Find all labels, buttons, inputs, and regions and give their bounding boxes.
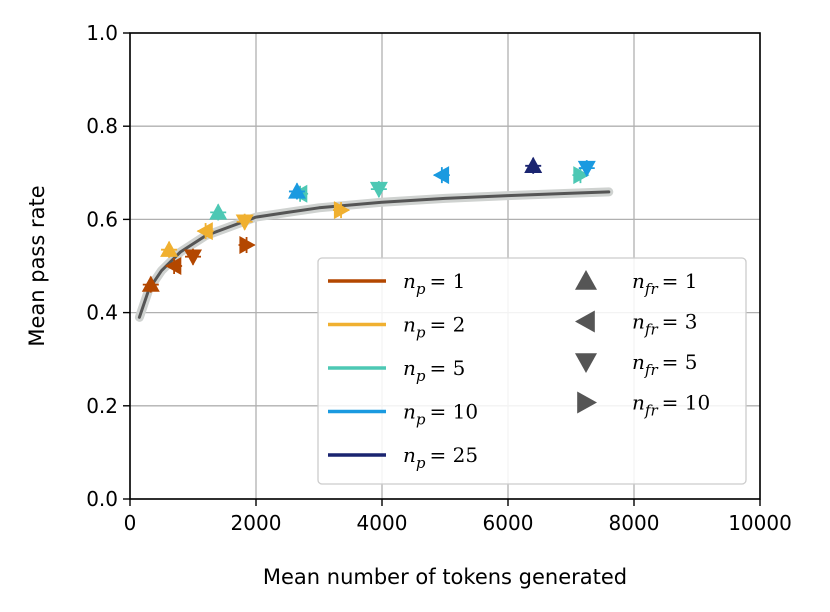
point-marker — [196, 222, 213, 241]
point-marker — [577, 160, 596, 178]
point-marker — [235, 214, 254, 231]
legend-label: np = 25 — [403, 443, 478, 472]
fit-curve — [137, 190, 611, 319]
data-point — [369, 181, 388, 199]
legend-label: np = 1 — [403, 269, 465, 298]
point-marker — [524, 156, 543, 173]
data-point — [432, 166, 450, 185]
data-point — [184, 248, 202, 266]
legend-label: np = 5 — [403, 356, 465, 385]
point-marker — [184, 249, 202, 266]
data-point — [238, 236, 256, 254]
x-tick-label: 6000 — [483, 511, 534, 535]
data-point — [165, 257, 183, 275]
x-tick-label: 8000 — [609, 511, 660, 535]
x-tick-label: 4000 — [357, 511, 408, 535]
point-marker — [369, 181, 388, 199]
point-marker — [165, 257, 182, 275]
y-tick-label: 0.8 — [86, 114, 118, 138]
legend-marker-label: nfr = 10 — [632, 391, 710, 420]
y-tick-label: 0.2 — [86, 394, 118, 418]
point-marker — [432, 166, 450, 185]
legend-marker-label: nfr = 3 — [632, 310, 697, 339]
legend-marker — [577, 391, 597, 414]
point-marker — [239, 236, 256, 254]
fit-curve-group — [134, 187, 614, 322]
x-axis-label: Mean number of tokens generated — [263, 565, 627, 589]
point-marker — [288, 182, 306, 199]
legend-marker-label: nfr = 1 — [632, 269, 697, 298]
legend-marker — [575, 310, 595, 333]
legend: np = 1 np = 2 np = 5 np = 10 np = 25 nfr = 1 nfr = 3 n… — [317, 257, 747, 485]
y-axis-label: Mean pass rate — [25, 185, 49, 346]
y-tick-label: 1.0 — [86, 21, 118, 45]
y-tick-label: 0.0 — [86, 487, 118, 511]
data-point — [288, 182, 306, 200]
data-point — [209, 203, 228, 221]
legend-box — [317, 257, 747, 485]
x-tick-label: 2000 — [231, 511, 282, 535]
point-marker — [209, 203, 228, 220]
point-marker — [141, 275, 160, 292]
x-tick-label: 10000 — [728, 511, 792, 535]
plot-frame — [129, 32, 761, 500]
data-point — [141, 275, 160, 293]
data-point — [524, 156, 543, 174]
y-tick-label: 0.4 — [86, 301, 118, 325]
data-point — [160, 240, 179, 258]
point-marker — [160, 240, 179, 257]
legend-marker-label: nfr = 5 — [632, 350, 697, 379]
data-point — [235, 213, 254, 231]
legend-label: np = 2 — [403, 313, 465, 342]
y-tick-label: 0.6 — [86, 207, 118, 231]
x-tick-label: 0 — [124, 511, 137, 535]
data-point — [577, 160, 596, 178]
data-point — [333, 201, 351, 220]
legend-label: np = 10 — [403, 400, 478, 429]
data-points — [141, 156, 596, 293]
point-marker — [333, 201, 351, 220]
legend-marker — [575, 270, 597, 290]
point-marker — [573, 166, 590, 185]
data-point — [196, 222, 214, 241]
axis-ticks: 0 2000 4000 6000 8000 10000 0.0 0.2 0.4 0.6 0.8 1.0 — [86, 21, 792, 535]
legend-marker — [575, 353, 597, 373]
